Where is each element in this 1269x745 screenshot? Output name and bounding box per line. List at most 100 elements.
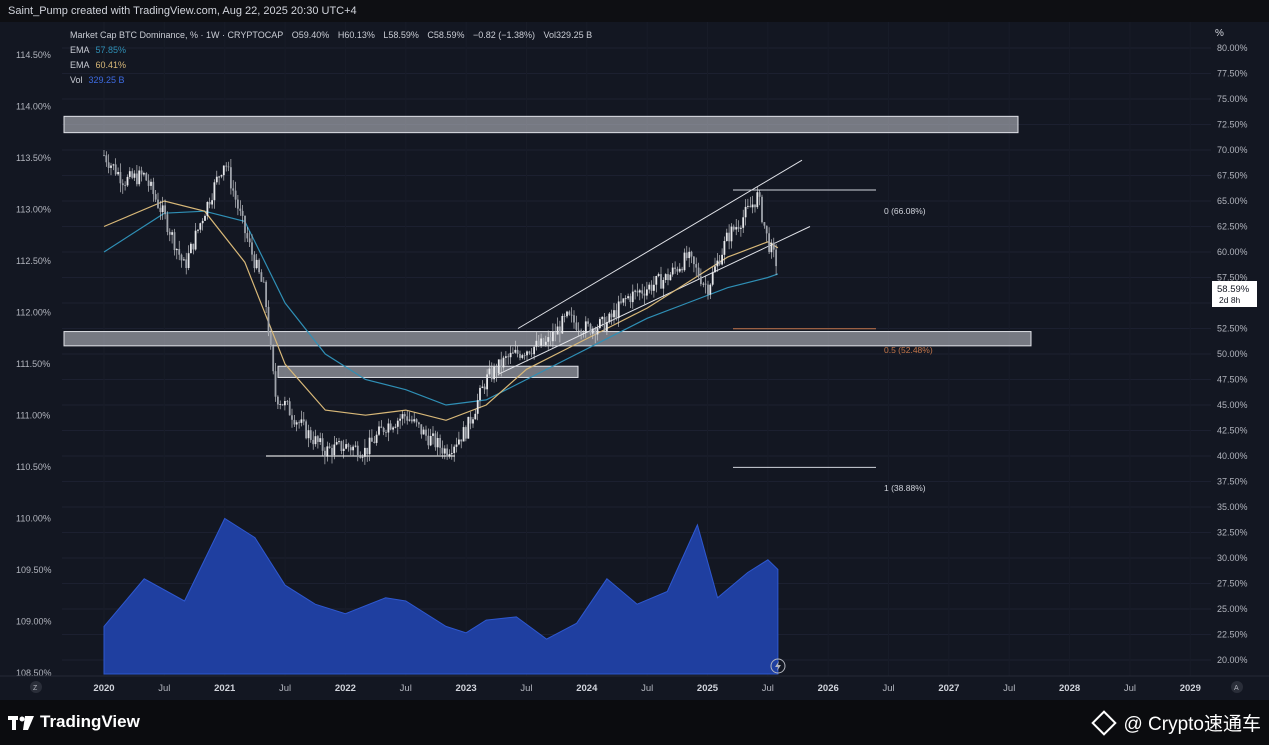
candle-body — [352, 446, 354, 451]
candle-body — [559, 326, 561, 334]
time-axis-tick: 2022 — [335, 683, 356, 694]
legend-vol-row[interactable]: Vol 329.25 B — [70, 75, 125, 85]
candle-body — [291, 415, 293, 420]
candle-body — [295, 422, 298, 425]
candle-body — [615, 310, 618, 319]
candle-body — [634, 290, 636, 292]
candle-body — [418, 422, 420, 425]
left-axis-tick: 114.00% — [16, 102, 51, 112]
candle-body — [575, 322, 578, 330]
time-axis[interactable]: 2020 Jul 2021 Jul 2022 Jul 2023 Jul 2024 Jul 2025 J… — [0, 675, 1269, 694]
candle-body — [265, 281, 267, 307]
candle-body — [474, 413, 477, 420]
tradingview-logo[interactable]: TradingView — [8, 712, 140, 732]
candle-body — [328, 446, 331, 448]
candle-body — [754, 204, 756, 208]
candle-body — [453, 446, 456, 454]
percent-button[interactable]: % — [1215, 28, 1224, 39]
candle-body — [641, 290, 644, 294]
time-axis-tick: Jul — [762, 683, 774, 694]
candle-body — [718, 260, 721, 265]
candle-body — [314, 436, 317, 445]
candle-body — [422, 429, 425, 435]
candle-body — [495, 366, 498, 374]
scale-a-button[interactable]: A — [1231, 681, 1243, 693]
candle-body — [526, 351, 528, 356]
candle-body — [709, 284, 712, 295]
candle-body — [211, 200, 213, 205]
candle-body — [145, 173, 148, 181]
chart-canvas[interactable]: 114.50% 114.00% 113.50% 113.00% 112.50% 112.0… — [0, 22, 1269, 700]
candle-body — [150, 181, 152, 186]
candle-body — [269, 333, 272, 347]
candle-body — [594, 328, 597, 335]
gridlines — [62, 22, 1211, 676]
legend-ema1-row[interactable]: EMA 57.85% — [70, 45, 127, 55]
candle-body — [180, 254, 183, 261]
candle-body — [225, 165, 228, 167]
candle-body — [678, 268, 681, 272]
candle-body — [601, 316, 604, 320]
right-axis-panel[interactable] — [1211, 22, 1269, 700]
candle-body — [403, 414, 406, 417]
candle-body — [284, 401, 286, 406]
candle-body — [516, 349, 519, 354]
right-axis-tick: 50.00% — [1217, 349, 1248, 359]
candle-body — [392, 427, 394, 430]
candle-body — [420, 424, 423, 435]
watermark: @ Crypto速通车 — [1091, 709, 1261, 736]
legend-change: −0.82 (−1.38%) — [472, 30, 536, 40]
fib-0-label: 0 (66.08%) — [884, 206, 926, 216]
candle-body — [279, 404, 282, 405]
candle-body — [472, 419, 474, 424]
candle-body — [676, 268, 679, 272]
candle-body — [267, 306, 270, 334]
candle-body — [262, 281, 265, 283]
author-bar: Saint_Pump created with TradingView.com,… — [0, 0, 1269, 22]
candle-body — [396, 420, 399, 427]
candle-body — [514, 349, 517, 353]
candle-body — [241, 210, 244, 216]
candle-body — [505, 356, 507, 358]
candle-body — [761, 196, 763, 223]
time-axis-tick: Jul — [520, 683, 532, 694]
candle-body — [483, 386, 486, 390]
right-axis-tick: 47.50% — [1217, 375, 1248, 385]
time-axis-tick: 2027 — [938, 683, 959, 694]
candle-body — [413, 419, 416, 422]
candle-body — [394, 426, 397, 428]
candle-body — [364, 447, 366, 457]
candle-body — [389, 423, 392, 430]
right-axis-tick: 77.50% — [1217, 69, 1248, 79]
candle-body — [354, 445, 357, 447]
candle-body — [533, 346, 535, 355]
lightning-icon[interactable] — [770, 658, 786, 674]
candle-body — [239, 208, 242, 211]
legend-high: H60.13% — [337, 30, 375, 40]
candle-body — [288, 401, 291, 416]
candle-body — [251, 242, 253, 255]
resistance-zone-top — [63, 115, 1019, 134]
candle-body — [300, 419, 303, 423]
candle-body — [714, 266, 716, 273]
candle-body — [173, 232, 176, 251]
time-axis-tick: Jul — [400, 683, 412, 694]
candle-body — [690, 251, 693, 257]
chart-area[interactable]: 114.50% 114.00% 113.50% 113.00% 112.50% 112.0… — [0, 22, 1269, 700]
time-axis-tick: 2026 — [818, 683, 839, 694]
candle-body — [429, 436, 432, 446]
candle-body — [340, 441, 343, 451]
right-axis[interactable]: 80.00% 77.50% 75.00% 72.50% 70.00% 67.50% 65.0… — [1217, 43, 1248, 665]
candle-body — [326, 446, 329, 457]
candle-body — [610, 313, 613, 318]
current-price-label: 58.59% — [1217, 284, 1250, 295]
scale-z-button[interactable]: Z — [30, 681, 42, 693]
candle-body — [366, 447, 369, 455]
svg-text:Z: Z — [33, 685, 38, 692]
candle-body — [220, 175, 223, 177]
candle-body — [427, 435, 430, 446]
current-price-tag — [1212, 281, 1257, 307]
legend-ema2-row[interactable]: EMA 60.41% — [70, 60, 127, 70]
candle-body — [476, 400, 479, 414]
